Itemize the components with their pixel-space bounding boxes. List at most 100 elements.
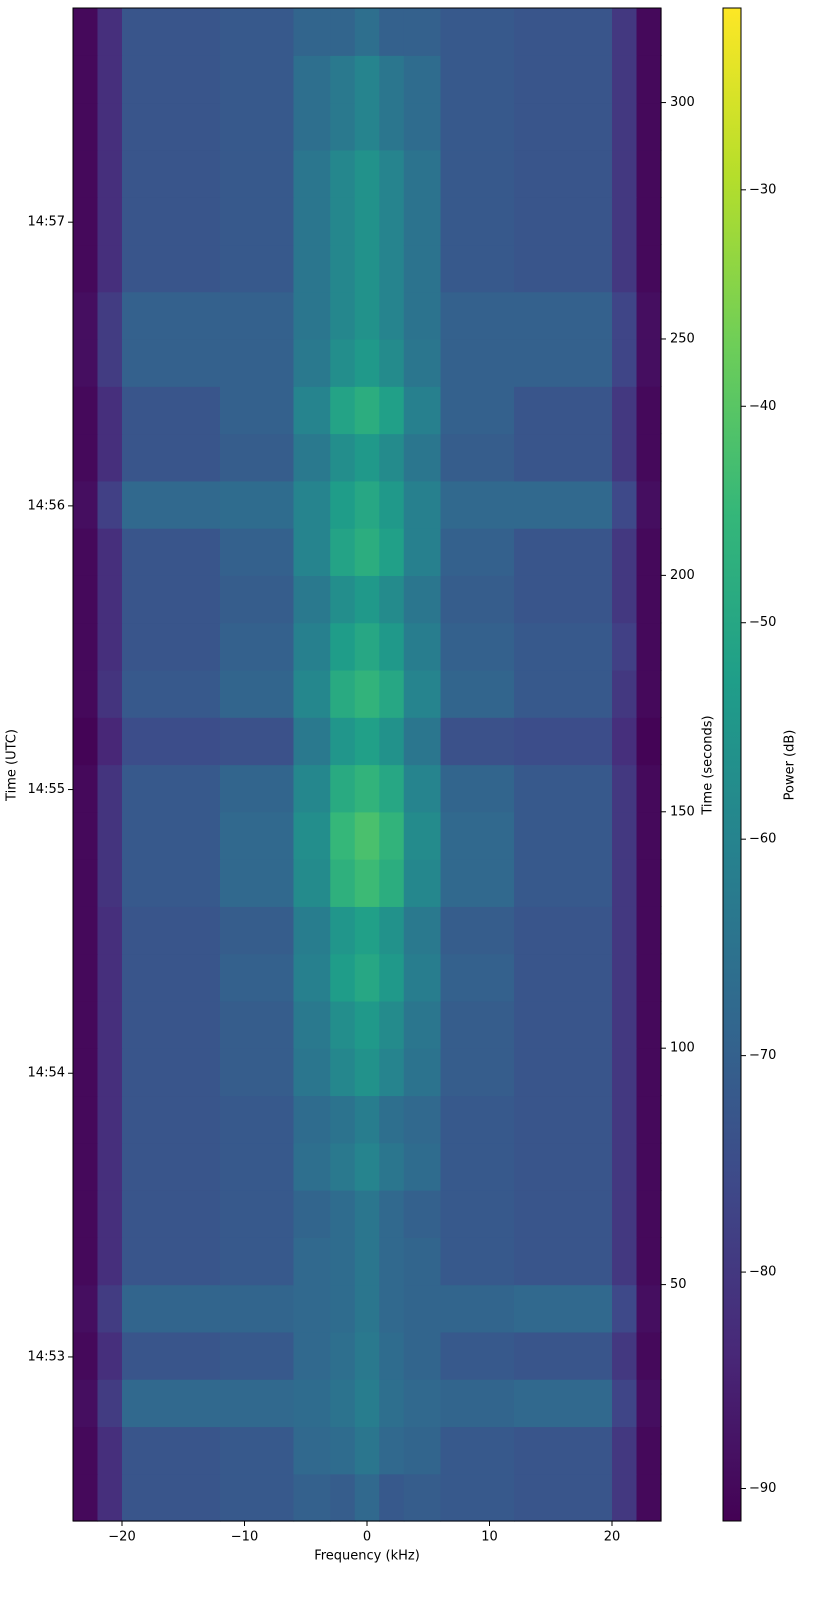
cell bbox=[636, 859, 662, 907]
cell bbox=[612, 575, 638, 624]
cell bbox=[514, 1190, 613, 1238]
cell bbox=[354, 528, 380, 576]
cell bbox=[97, 953, 123, 1002]
cell bbox=[293, 1000, 331, 1049]
cell bbox=[612, 55, 638, 104]
cell bbox=[379, 575, 405, 624]
cell bbox=[354, 811, 380, 860]
cell bbox=[440, 1473, 515, 1522]
cell bbox=[354, 149, 380, 198]
cell bbox=[293, 811, 331, 860]
cell bbox=[514, 953, 613, 1002]
cell bbox=[612, 1473, 638, 1522]
cell bbox=[636, 480, 662, 529]
cell bbox=[122, 338, 221, 387]
cell bbox=[440, 8, 515, 56]
cell bbox=[440, 528, 515, 576]
cell bbox=[330, 764, 356, 813]
cell bbox=[612, 811, 638, 860]
cell bbox=[379, 906, 405, 955]
cell bbox=[97, 669, 123, 718]
cell bbox=[97, 291, 123, 340]
cell bbox=[612, 1048, 638, 1097]
colorbar-tick-label: −90 bbox=[749, 1481, 776, 1496]
cell bbox=[220, 1237, 295, 1286]
cell bbox=[220, 480, 295, 529]
cell bbox=[122, 433, 221, 482]
cell bbox=[612, 764, 638, 813]
cell bbox=[97, 575, 123, 624]
cell bbox=[97, 197, 123, 246]
cell bbox=[330, 197, 356, 246]
cell bbox=[403, 953, 442, 1002]
cell bbox=[379, 1048, 405, 1097]
x-tick-label: 20 bbox=[604, 1530, 621, 1545]
cell bbox=[330, 1048, 356, 1097]
cell bbox=[440, 622, 515, 671]
cell bbox=[440, 149, 515, 198]
cell bbox=[293, 1379, 331, 1428]
cell bbox=[379, 291, 405, 340]
cell bbox=[73, 1284, 99, 1333]
cell bbox=[440, 1142, 515, 1191]
cell bbox=[403, 811, 442, 860]
cell bbox=[440, 197, 515, 246]
cell bbox=[403, 1426, 442, 1475]
cell bbox=[636, 338, 662, 387]
cell bbox=[73, 1473, 99, 1522]
cell bbox=[379, 1237, 405, 1286]
cell bbox=[379, 622, 405, 671]
cell bbox=[122, 149, 221, 198]
cell bbox=[220, 386, 295, 435]
cell bbox=[354, 1190, 380, 1238]
cell bbox=[97, 338, 123, 387]
cell bbox=[330, 338, 356, 387]
cell bbox=[636, 622, 662, 671]
colorbar-tick-label: −60 bbox=[749, 832, 776, 847]
cell bbox=[330, 669, 356, 718]
cell bbox=[440, 433, 515, 482]
cell bbox=[293, 1190, 331, 1238]
cell bbox=[220, 811, 295, 860]
cell bbox=[122, 1142, 221, 1191]
cell bbox=[379, 1379, 405, 1428]
y-tick-label: 14:56 bbox=[28, 498, 65, 513]
cell bbox=[293, 197, 331, 246]
cell bbox=[636, 1000, 662, 1049]
cell bbox=[354, 575, 380, 624]
cell bbox=[122, 480, 221, 529]
cell bbox=[73, 386, 99, 435]
cell bbox=[379, 953, 405, 1002]
cell bbox=[403, 197, 442, 246]
cell bbox=[122, 1190, 221, 1238]
cell bbox=[73, 764, 99, 813]
cell bbox=[612, 1000, 638, 1049]
cell bbox=[122, 1284, 221, 1333]
cell bbox=[354, 102, 380, 151]
cell bbox=[354, 291, 380, 340]
cell bbox=[97, 102, 123, 151]
cell bbox=[440, 811, 515, 860]
cell bbox=[612, 1142, 638, 1191]
cell bbox=[440, 953, 515, 1002]
colorbar-tick-label: −30 bbox=[749, 182, 776, 197]
cell bbox=[97, 1284, 123, 1333]
cell bbox=[97, 528, 123, 576]
cell bbox=[73, 717, 99, 766]
cell bbox=[73, 528, 99, 576]
colorbar-tick-label: −40 bbox=[749, 399, 776, 414]
cell bbox=[514, 1237, 613, 1286]
cell bbox=[403, 1000, 442, 1049]
cell bbox=[612, 8, 638, 56]
cell bbox=[636, 1142, 662, 1191]
cell bbox=[354, 622, 380, 671]
cell bbox=[220, 1473, 295, 1522]
cell bbox=[403, 291, 442, 340]
y-tick-label: 14:55 bbox=[28, 782, 65, 797]
cell bbox=[440, 244, 515, 293]
cell bbox=[293, 953, 331, 1002]
cell bbox=[73, 1331, 99, 1380]
cell bbox=[354, 1473, 380, 1522]
cell bbox=[379, 149, 405, 198]
